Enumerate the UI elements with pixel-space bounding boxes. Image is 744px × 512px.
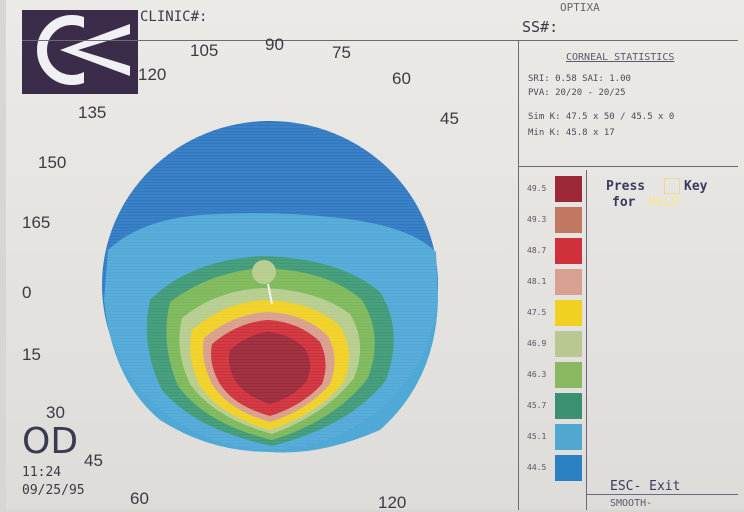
time-label: 11:24: [22, 465, 62, 480]
axis-label-45-lower: 45: [84, 451, 103, 470]
axis-label-120: 120: [138, 65, 167, 84]
axis-label-45: 45: [440, 109, 459, 128]
legend-value: 47.5: [527, 308, 547, 317]
top-right-partial-label: OPTIXA: [560, 1, 600, 14]
legend-divider: [586, 170, 587, 510]
date-label: 09/25/95: [22, 483, 85, 498]
axis-label-120-lower: 120: [378, 493, 407, 512]
help-press-label: Press: [606, 179, 646, 194]
legend-value: 46.3: [527, 370, 547, 379]
smooth-partial-label: SMOOTH-: [610, 498, 653, 509]
map-scanlines: [102, 123, 438, 449]
legend-swatch: [555, 207, 582, 233]
stats-divider: [518, 166, 738, 167]
legend-swatch: [555, 393, 582, 419]
legend-value: 45.7: [527, 401, 547, 410]
eye-label: OD: [22, 421, 79, 462]
axis-label-60-lower: 60: [130, 489, 149, 508]
axis-label-15: 15: [22, 345, 41, 364]
help-for-label: for: [612, 195, 636, 210]
help-key-box: [664, 178, 680, 194]
legend-value: 48.7: [527, 246, 547, 255]
logo: [22, 10, 138, 94]
stats-line-sri-sai: SRI: 0.58 SAI: 1.00: [528, 74, 631, 84]
help-key-label: Key: [684, 179, 708, 194]
corneal-statistics-title: CORNEAL STATISTICS: [566, 52, 675, 63]
help-divider: [586, 494, 738, 495]
clinic-label: CLINIC#:: [140, 9, 208, 25]
axis-label-0: 0: [22, 283, 32, 302]
logo-mark-icon: [37, 14, 138, 86]
legend-value: 49.3: [527, 215, 547, 224]
legend-value: 45.1: [527, 432, 547, 441]
axis-label-90: 90: [265, 35, 284, 54]
legend-swatch: [555, 362, 582, 388]
axis-label-75: 75: [332, 43, 351, 62]
legend-swatch: [555, 269, 582, 295]
map-center-marker: [267, 283, 273, 305]
map-zone-dark-red: [228, 332, 310, 404]
legend-swatch: [555, 424, 582, 450]
help-word-label: HELP: [648, 195, 680, 210]
legend-swatch: [555, 238, 582, 264]
axis-label-135: 135: [78, 103, 107, 122]
legend-swatch: [555, 176, 582, 202]
header-divider: [22, 40, 738, 41]
panel-divider: [518, 40, 519, 510]
legend-value: 48.1: [527, 277, 547, 286]
legend-value: 49.5: [527, 184, 547, 193]
axis-label-30: 30: [46, 403, 65, 422]
axis-label-60: 60: [392, 69, 411, 88]
esc-exit-label[interactable]: ESC- Exit: [610, 479, 681, 494]
legend-value: 44.5: [527, 463, 547, 472]
stats-line-sim-k: Sim K: 47.5 x 50 / 45.5 x 0: [528, 112, 675, 122]
legend-swatch: [555, 331, 582, 357]
axis-label-105: 105: [190, 41, 219, 60]
stats-line-min-k: Min K: 45.8 x 17: [528, 128, 615, 138]
legend-value: 46.9: [527, 339, 547, 348]
axis-label-150: 150: [38, 153, 67, 172]
ss-label: SS#:: [522, 18, 559, 36]
legend-swatch: [555, 455, 582, 481]
stats-line-pva: PVA: 20/20 - 20/25: [528, 88, 626, 98]
legend-swatch: [555, 300, 582, 326]
map-zone-green-spot: [252, 260, 276, 284]
axis-label-165: 165: [22, 213, 51, 232]
